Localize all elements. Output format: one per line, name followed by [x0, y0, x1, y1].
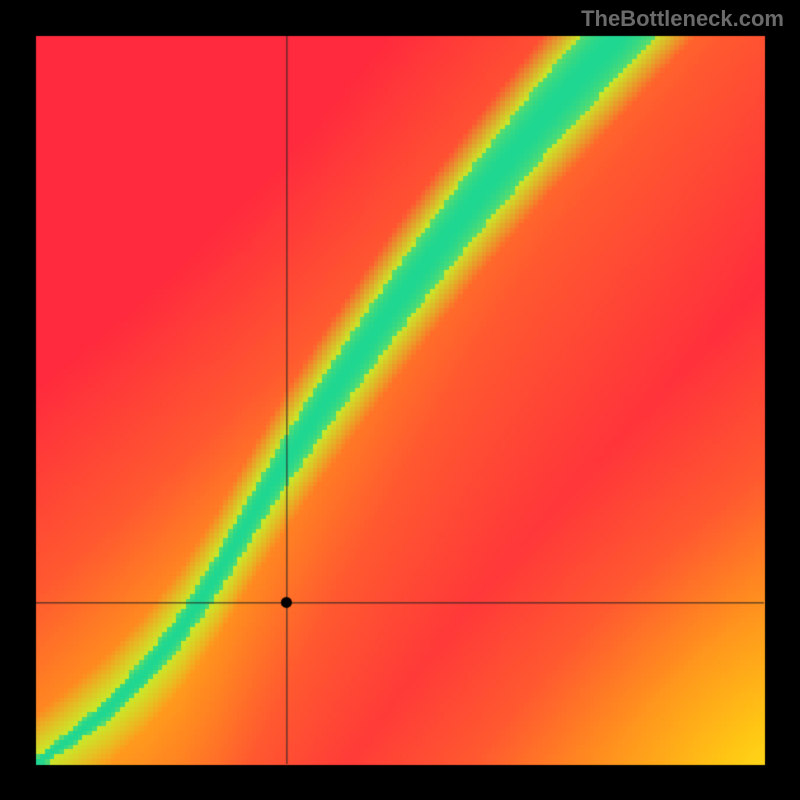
chart-container: TheBottleneck.com	[0, 0, 800, 800]
heatmap-canvas	[0, 0, 800, 800]
watermark-text: TheBottleneck.com	[581, 6, 784, 32]
